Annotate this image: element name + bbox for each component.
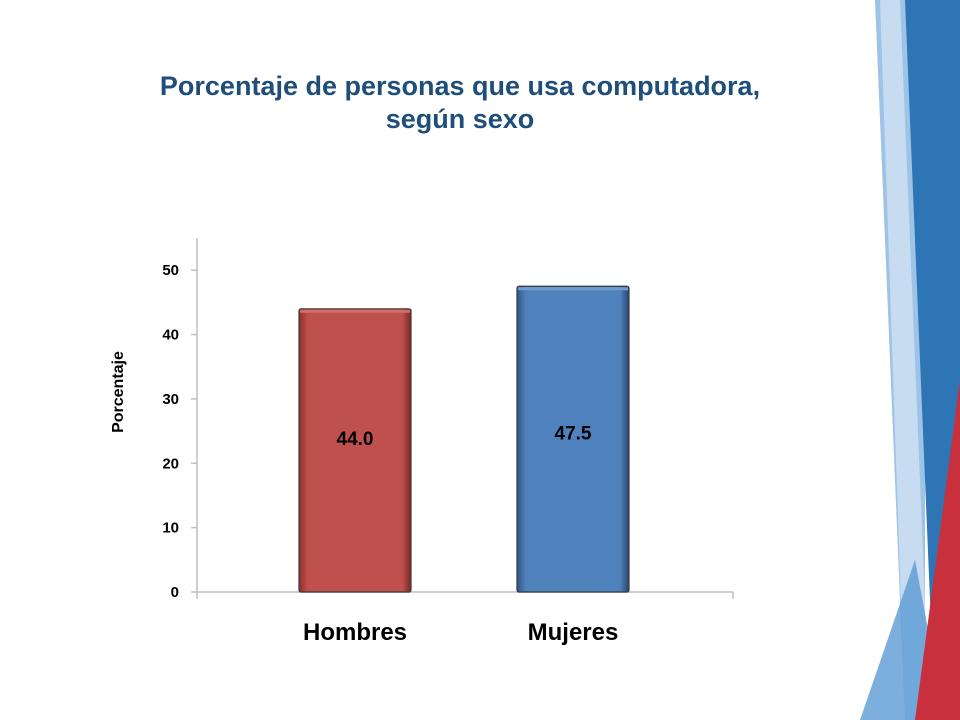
x-category-label: Mujeres — [528, 619, 619, 646]
data-label: 44.0 — [337, 429, 374, 450]
data-label: 47.5 — [555, 423, 592, 444]
ribbon-pale — [880, 0, 930, 720]
y-tick-label: 40 — [162, 327, 179, 344]
chart-labels: 0 10 20 30 40 50 Porcentaje 44.0 Hombres 47.5 Muje… — [110, 262, 618, 646]
bar-hombres — [298, 308, 412, 593]
chart-title-line-1: Porcentaje de personas que usa computado… — [159, 71, 761, 101]
bar-highlight — [518, 287, 628, 291]
y-tick-label: 50 — [162, 262, 179, 279]
bar-mujeres — [516, 285, 630, 593]
y-tick-label: 10 — [162, 520, 179, 537]
ribbon-red — [915, 380, 960, 720]
y-tick-label: 0 — [171, 584, 179, 601]
chart-title: Porcentaje de personas que usa computado… — [60, 70, 860, 136]
bar-highlight — [300, 309, 410, 313]
y-axis-title: Porcentaje — [110, 351, 127, 433]
y-tick-label: 30 — [162, 391, 179, 408]
chart-title-line-2: según sexo — [385, 104, 535, 134]
y-tick-label: 20 — [162, 455, 179, 472]
chart-axes — [191, 238, 734, 599]
x-category-label: Hombres — [303, 619, 407, 646]
chart-bars — [298, 285, 630, 593]
